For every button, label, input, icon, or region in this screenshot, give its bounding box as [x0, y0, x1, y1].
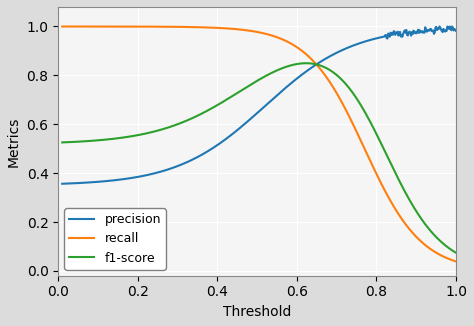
precision [249, 116, 255, 120]
f1-score [246, 83, 252, 87]
precision [59, 182, 65, 186]
recall [453, 259, 459, 263]
f1-score [383, 151, 389, 155]
precision [382, 34, 388, 37]
precision [437, 24, 442, 28]
recall [273, 35, 278, 38]
recall [294, 45, 300, 49]
f1-score [445, 245, 450, 249]
Line: f1-score: f1-score [62, 63, 456, 253]
Legend: precision, recall, f1-score: precision, recall, f1-score [64, 208, 166, 270]
f1-score [303, 61, 309, 65]
Line: recall: recall [62, 26, 456, 261]
precision [246, 118, 252, 122]
Line: precision: precision [62, 26, 456, 184]
Y-axis label: Metrics: Metrics [7, 116, 21, 167]
f1-score [294, 62, 300, 66]
precision [445, 24, 450, 28]
recall [59, 24, 65, 28]
f1-score [273, 69, 278, 73]
recall [246, 29, 252, 33]
X-axis label: Threshold: Threshold [223, 305, 292, 319]
f1-score [453, 251, 459, 255]
recall [382, 189, 388, 193]
precision [294, 77, 300, 81]
f1-score [59, 141, 65, 144]
recall [249, 29, 255, 33]
recall [444, 256, 449, 260]
precision [273, 95, 278, 99]
precision [453, 29, 459, 33]
f1-score [249, 82, 255, 86]
